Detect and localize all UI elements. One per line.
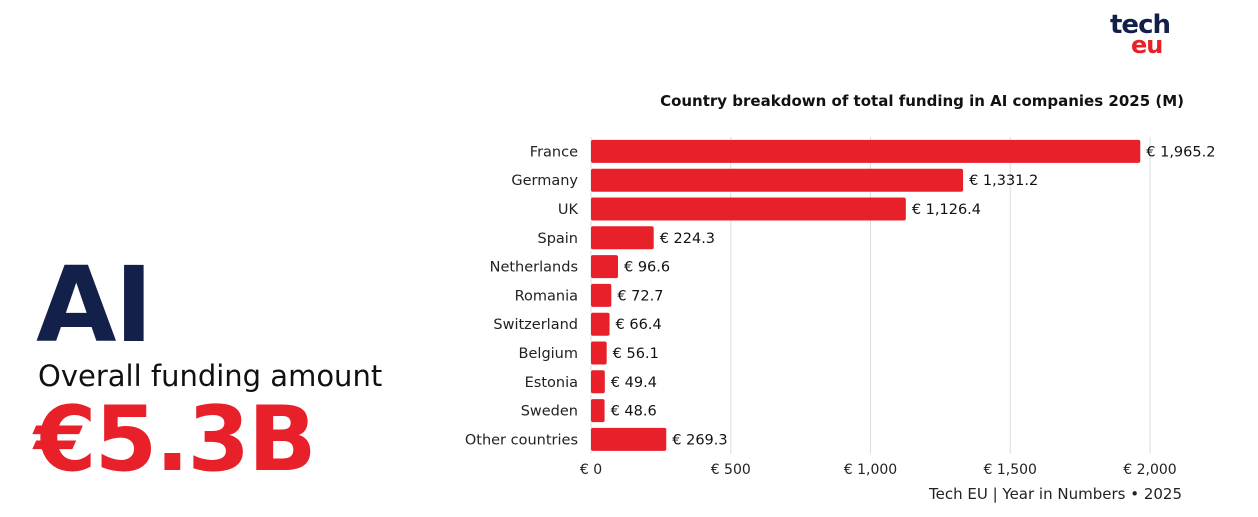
tech-eu-logo: tech eu [1110,12,1180,62]
x-tick-label: € 0 [580,462,602,478]
data-label: € 1,126.4 [912,202,981,218]
bar [591,370,605,394]
hero-amount: €5.3B [34,387,317,492]
category-label: France [530,144,578,160]
category-label: Spain [537,231,578,247]
data-label: € 56.1 [613,346,659,362]
category-label: Other countries [465,432,578,448]
bar [591,226,654,250]
category-label: Netherlands [490,260,578,276]
category-label: Romania [515,288,578,304]
data-label: € 96.6 [624,260,670,276]
footer-source: Tech EU | Year in Numbers • 2025 [928,485,1182,503]
hero-subtitle: Overall funding amount [38,359,383,393]
x-tick-label: € 1,500 [984,462,1037,478]
chart-title: Country breakdown of total funding in AI… [660,92,1184,110]
data-label: € 66.4 [616,317,662,333]
data-label: € 224.3 [660,231,715,247]
x-tick-label: € 1,000 [844,462,897,478]
bar [591,197,906,221]
data-label: € 48.6 [611,404,657,420]
bar [591,427,667,451]
data-label: € 1,331.2 [969,173,1038,189]
category-label: Switzerland [493,317,578,333]
category-label: Sweden [521,404,578,420]
category-label: Belgium [519,346,578,362]
data-label: € 1,965.2 [1146,144,1215,160]
hero-topic: AI [36,244,153,366]
data-label: € 49.4 [611,375,657,391]
category-label: Estonia [525,375,578,391]
bar [591,139,1141,163]
x-tick-label: € 2,000 [1123,462,1176,478]
x-tick-label: € 500 [711,462,751,478]
bar [591,168,964,192]
category-label: Germany [511,173,578,189]
data-label: € 72.7 [617,288,663,304]
logo-text-eu: eu [1131,31,1163,59]
logo-text-tech: tech [1110,10,1171,40]
bar [591,283,612,307]
category-label: UK [558,202,579,218]
bar [591,341,607,365]
data-label: € 269.3 [672,432,727,448]
bar [591,312,610,336]
bar [591,399,605,423]
bar [591,255,618,279]
